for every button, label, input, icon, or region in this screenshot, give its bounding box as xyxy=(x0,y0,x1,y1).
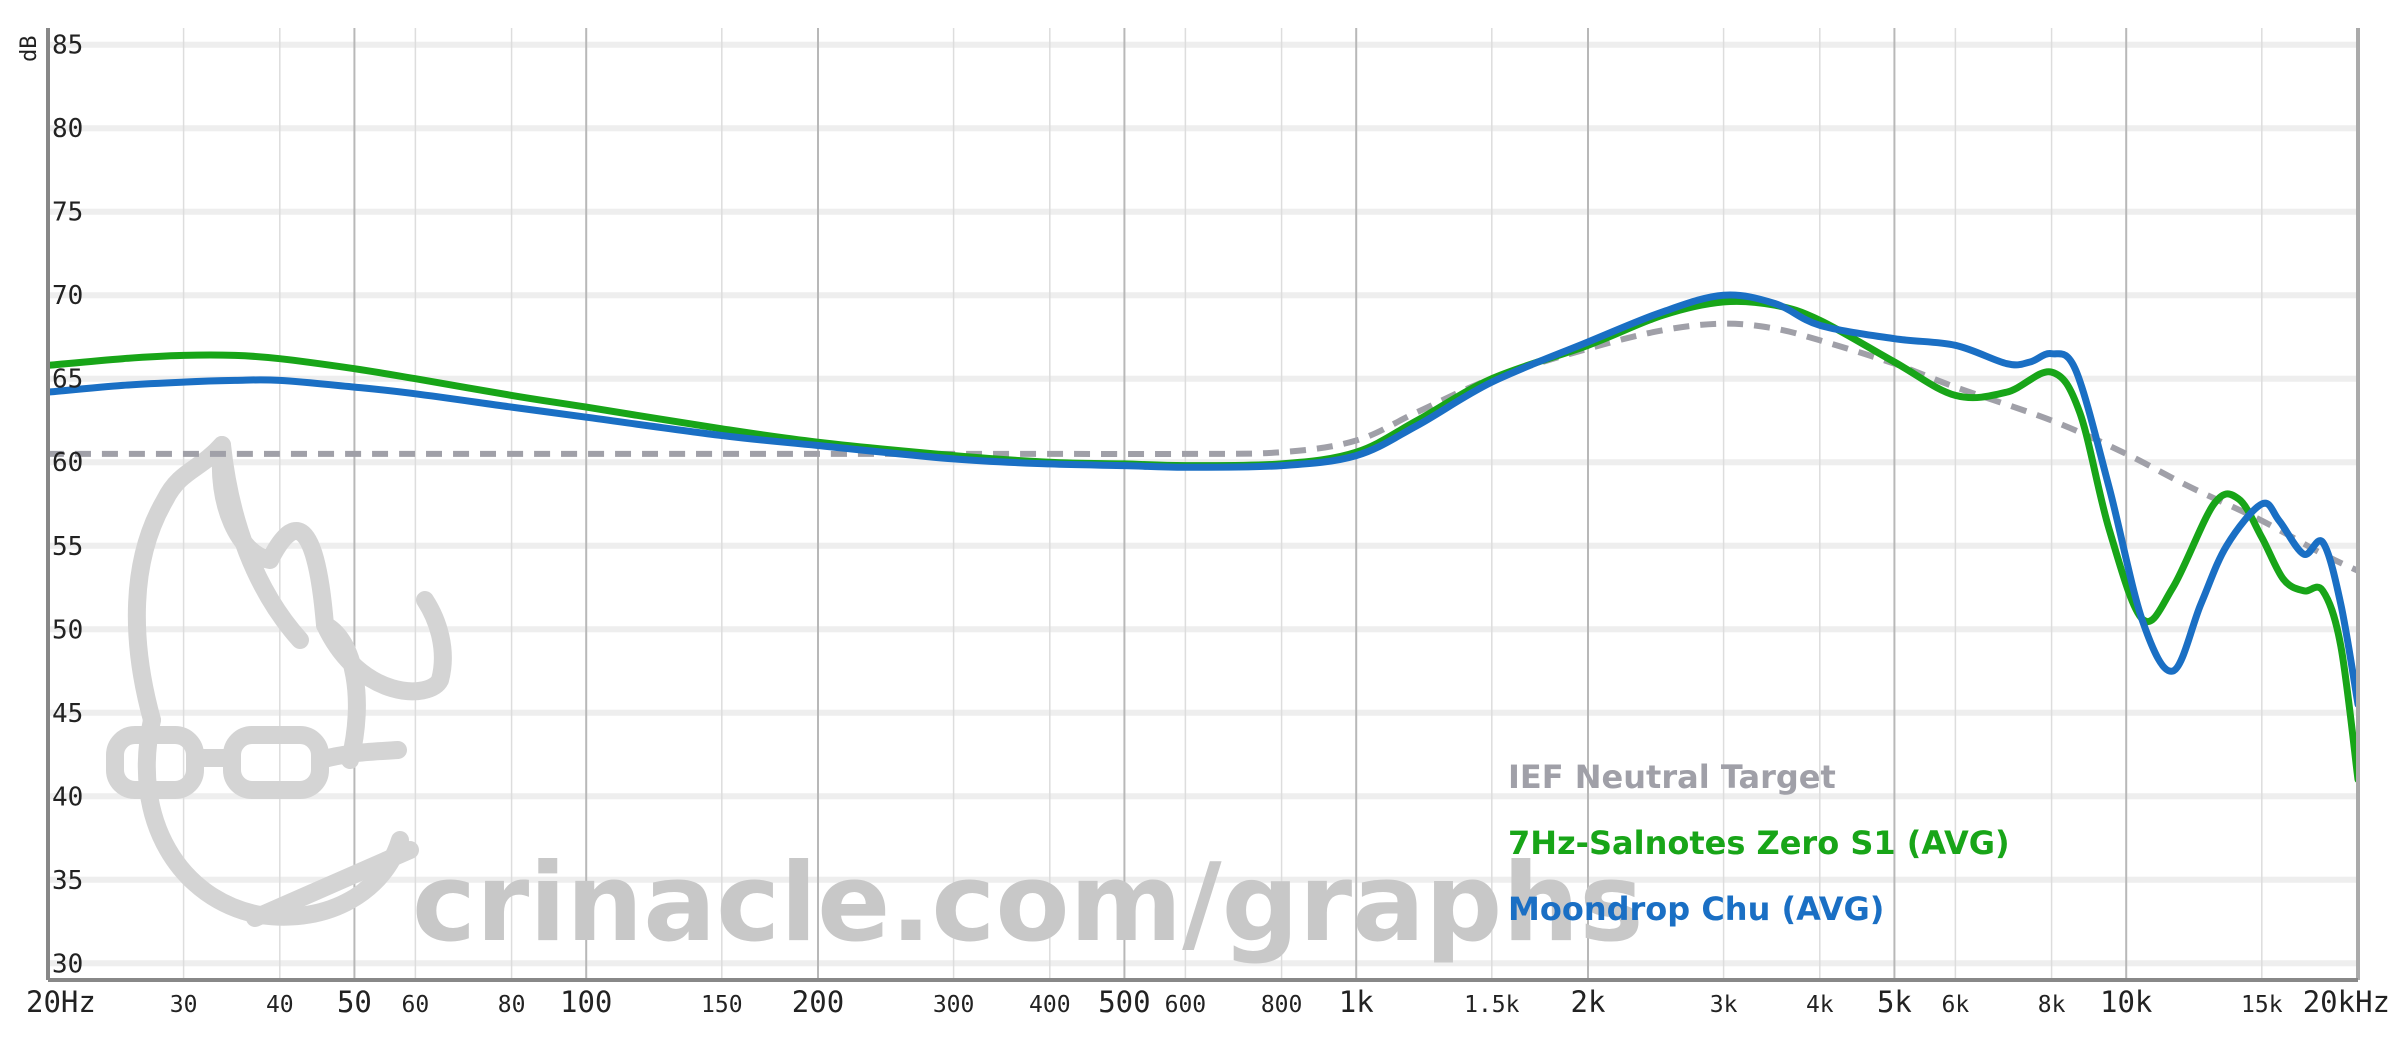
x-tick-label: 60 xyxy=(402,992,430,1018)
y-tick-label: 55 xyxy=(52,532,83,562)
legend-entry-0: IEF Neutral Target xyxy=(1508,758,1836,796)
x-tick-label: 20Hz xyxy=(26,985,96,1019)
series-lines xyxy=(48,291,2358,784)
x-tick-label: 5k xyxy=(1877,985,1912,1019)
legend-entry-1: 7Hz-Salnotes Zero S1 (AVG) xyxy=(1508,824,2010,862)
y-tick-label: 75 xyxy=(52,198,83,228)
series-line-0 xyxy=(48,320,2358,574)
y-tick-label: 80 xyxy=(52,114,83,144)
x-tick-label: 150 xyxy=(701,992,743,1018)
x-tick-label: 500 xyxy=(1098,985,1150,1019)
x-tick-label: 10k xyxy=(2100,985,2153,1019)
x-tick-label: 30 xyxy=(170,992,198,1018)
x-tick-label: 4k xyxy=(1806,992,1834,1018)
y-tick-label: 85 xyxy=(52,31,83,61)
y-tick-label: 45 xyxy=(52,699,83,729)
x-tick-label: 200 xyxy=(792,985,844,1019)
x-tick-label: 80 xyxy=(498,992,526,1018)
x-tick-label: 800 xyxy=(1261,992,1303,1018)
legend: IEF Neutral Target 7Hz-Salnotes Zero S1 (… xyxy=(1508,758,2010,928)
y-axis-unit-label: dB xyxy=(17,36,42,63)
x-tick-label: 2k xyxy=(1571,985,1606,1019)
y-tick-label: 60 xyxy=(52,448,83,478)
y-tick-label: 65 xyxy=(52,365,83,395)
x-tick-label: 8k xyxy=(2038,992,2066,1018)
legend-entry-2: Moondrop Chu (AVG) xyxy=(1508,890,1884,928)
y-tick-label: 35 xyxy=(52,866,83,896)
x-tick-label: 40 xyxy=(266,992,294,1018)
x-tick-label: 600 xyxy=(1165,992,1207,1018)
y-tick-label: 30 xyxy=(52,949,83,979)
y-tick-label: 70 xyxy=(52,281,83,311)
y-tick-label: 50 xyxy=(52,615,83,645)
x-tick-label: 300 xyxy=(933,992,975,1018)
x-tick-label: 1.5k xyxy=(1464,992,1520,1018)
x-tick-label: 3k xyxy=(1710,992,1738,1018)
x-tick-label: 1k xyxy=(1339,985,1374,1019)
x-tick-label: 50 xyxy=(337,985,372,1019)
y-tick-label: 40 xyxy=(52,782,83,812)
axes: 85 80 75 70 65 60 55 50 45 40 35 30 20Hz 30 40 50 60 80 10… xyxy=(17,28,2390,1019)
watermark-text: crinacle.com/graphs xyxy=(412,841,1644,966)
x-tick-label: 400 xyxy=(1029,992,1071,1018)
x-tick-label: 100 xyxy=(560,985,612,1019)
x-tick-label: 20kHz xyxy=(2303,985,2390,1019)
x-tick-label: 15k xyxy=(2241,992,2283,1018)
crinacle-logo-icon xyxy=(106,436,452,927)
series-line-2 xyxy=(48,291,2358,708)
x-tick-label: 6k xyxy=(1942,992,1970,1018)
series-line-1 xyxy=(48,297,2358,784)
